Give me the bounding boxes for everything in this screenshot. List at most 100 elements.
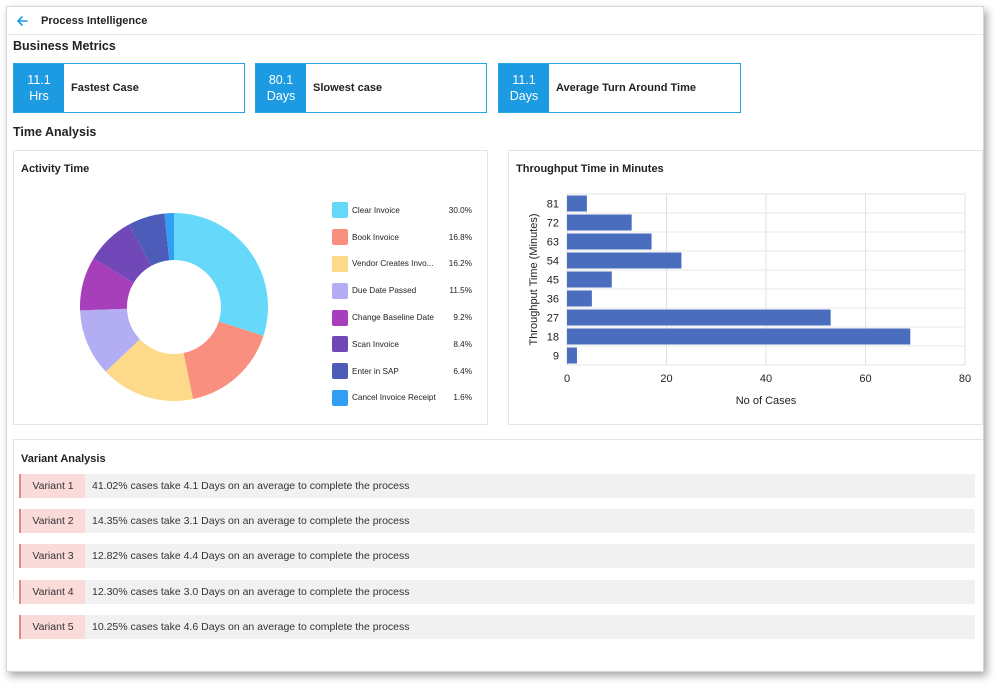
throughput-panel: Throughput Time in Minutes 0 20 40 60 80 81 72…	[508, 150, 983, 425]
x-tick-label: 20	[660, 373, 672, 385]
variant-tag: Variant 1	[19, 474, 85, 498]
x-axis-label: No of Cases	[736, 395, 797, 407]
donut-slice[interactable]	[80, 258, 134, 311]
metric-label: Slowest case	[313, 82, 383, 94]
legend-item[interactable]: Cancel Invoice Receipt 1.6%	[332, 385, 472, 412]
y-tick-label: 81	[547, 199, 559, 211]
variant-description: 10.25% cases take 4.6 Days on an average…	[92, 621, 410, 633]
legend-swatch	[332, 202, 348, 219]
legend-item[interactable]: Clear Invoice 30.0%	[332, 197, 472, 224]
activity-donut-chart	[80, 213, 268, 401]
legend-percent: 30.0%	[448, 205, 472, 215]
donut-slice[interactable]	[183, 321, 264, 400]
variant-description: 12.30% cases take 3.0 Days on an average…	[92, 586, 410, 598]
bar[interactable]	[567, 290, 592, 307]
y-axis-label: Throughput Time (Minutes)	[528, 213, 540, 345]
legend-swatch	[332, 229, 348, 246]
legend-swatch	[332, 309, 348, 326]
metric-number: 80.1	[268, 73, 294, 87]
metric-value: 11.1 Hrs	[14, 64, 64, 112]
legend-label: Vendor Creates Invo...	[352, 259, 434, 269]
y-tick-label: 27	[547, 313, 559, 325]
legend-percent: 8.4%	[453, 339, 472, 349]
legend-label: Enter in SAP	[352, 366, 399, 376]
legend-item[interactable]: Change Baseline Date 9.2%	[332, 304, 472, 331]
metric-unit: Hrs	[29, 89, 49, 103]
legend-label: Book Invoice	[352, 232, 399, 242]
legend-label: Due Date Passed	[352, 286, 417, 296]
app-window: Process Intelligence Business Metrics 11…	[6, 6, 984, 672]
donut-slice[interactable]	[93, 224, 152, 283]
metric-card-slowest-case[interactable]: 80.1 Days Slowest case	[255, 63, 487, 113]
y-tick-label: 63	[547, 237, 559, 249]
legend-label: Change Baseline Date	[352, 313, 434, 323]
throughput-bar-chart: 0 20 40 60 80 81 72 63 54 45 36 27 18 9 No of Cases Thr…	[528, 193, 971, 407]
variant-row[interactable]: Variant 1 41.02% cases take 4.1 Days on a…	[19, 474, 975, 498]
variant-row[interactable]: Variant 5 10.25% cases take 4.6 Days on a…	[19, 615, 975, 639]
variant-row[interactable]: Variant 4 12.30% cases take 3.0 Days on a…	[19, 580, 975, 604]
y-tick-label: 18	[547, 332, 559, 344]
legend-label: Clear Invoice	[352, 205, 400, 215]
donut-slice[interactable]	[80, 308, 140, 372]
legend-item[interactable]: Enter in SAP 6.4%	[332, 358, 472, 385]
donut-slice[interactable]	[164, 213, 174, 261]
legend-label: Cancel Invoice Receipt	[352, 393, 436, 403]
legend-swatch	[332, 255, 348, 272]
variant-description: 12.82% cases take 4.4 Days on an average…	[92, 550, 410, 562]
variant-description: 41.02% cases take 4.1 Days on an average…	[92, 480, 410, 492]
bar[interactable]	[567, 233, 652, 250]
metric-unit: Days	[509, 89, 539, 103]
x-tick-label: 0	[564, 373, 570, 385]
metric-number: 11.1	[512, 73, 536, 87]
activity-time-panel: Activity Time Clear Invoice 30.0% Book Inv…	[13, 150, 488, 425]
legend-item[interactable]: Due Date Passed 11.5%	[332, 277, 472, 304]
legend-swatch	[332, 336, 348, 353]
x-tick-label: 60	[859, 373, 871, 385]
donut-slice[interactable]	[128, 213, 170, 266]
variant-analysis-title: Variant Analysis	[21, 453, 106, 465]
variant-row[interactable]: Variant 2 14.35% cases take 3.1 Days on a…	[19, 509, 975, 533]
bar[interactable]	[567, 271, 612, 288]
legend-item[interactable]: Vendor Creates Invo... 16.2%	[332, 251, 472, 278]
arrow-left-icon[interactable]	[15, 14, 29, 28]
variant-tag: Variant 3	[19, 544, 85, 568]
throughput-title: Throughput Time in Minutes	[516, 163, 664, 175]
bar[interactable]	[567, 195, 587, 212]
legend-percent: 16.2%	[448, 259, 472, 269]
y-tick-label: 72	[547, 218, 559, 230]
business-metrics-heading: Business Metrics	[13, 39, 116, 53]
metric-value: 11.1 Days	[499, 64, 549, 112]
metric-label: Average Turn Around Time	[556, 82, 696, 94]
variant-tag: Variant 2	[19, 509, 85, 533]
metric-card-fastest-case[interactable]: 11.1 Hrs Fastest Case	[13, 63, 245, 113]
donut-slice[interactable]	[174, 213, 268, 336]
legend-percent: 16.8%	[448, 232, 472, 242]
metric-label: Fastest Case	[71, 82, 139, 94]
legend-swatch	[332, 363, 348, 380]
legend-percent: 6.4%	[453, 366, 472, 376]
variant-tag: Variant 5	[19, 615, 85, 639]
legend-item[interactable]: Book Invoice 16.8%	[332, 224, 472, 251]
y-tick-label: 36	[547, 294, 559, 306]
time-analysis-heading: Time Analysis	[13, 125, 97, 139]
bar[interactable]	[567, 347, 577, 364]
bar[interactable]	[567, 309, 831, 326]
bar[interactable]	[567, 328, 911, 345]
legend-percent: 9.2%	[453, 313, 472, 323]
activity-legend: Clear Invoice 30.0% Book Invoice 16.8% Vendo…	[332, 197, 472, 411]
metric-card-average-turnaround[interactable]: 11.1 Days Average Turn Around Time	[498, 63, 741, 113]
variant-row[interactable]: Variant 3 12.82% cases take 4.4 Days on a…	[19, 544, 975, 568]
y-tick-label: 9	[553, 351, 559, 363]
legend-item[interactable]: Scan Invoice 8.4%	[332, 331, 472, 358]
y-tick-label: 54	[547, 256, 559, 268]
activity-time-title: Activity Time	[21, 163, 90, 175]
legend-swatch	[332, 282, 348, 299]
x-tick-label: 80	[959, 373, 971, 385]
metric-unit: Days	[266, 89, 296, 103]
bar[interactable]	[567, 252, 682, 269]
page-title: Process Intelligence	[41, 14, 148, 27]
variant-description: 14.35% cases take 3.1 Days on an average…	[92, 515, 410, 527]
donut-slice[interactable]	[105, 339, 194, 401]
bar[interactable]	[567, 214, 632, 231]
y-tick-label: 45	[547, 275, 559, 287]
